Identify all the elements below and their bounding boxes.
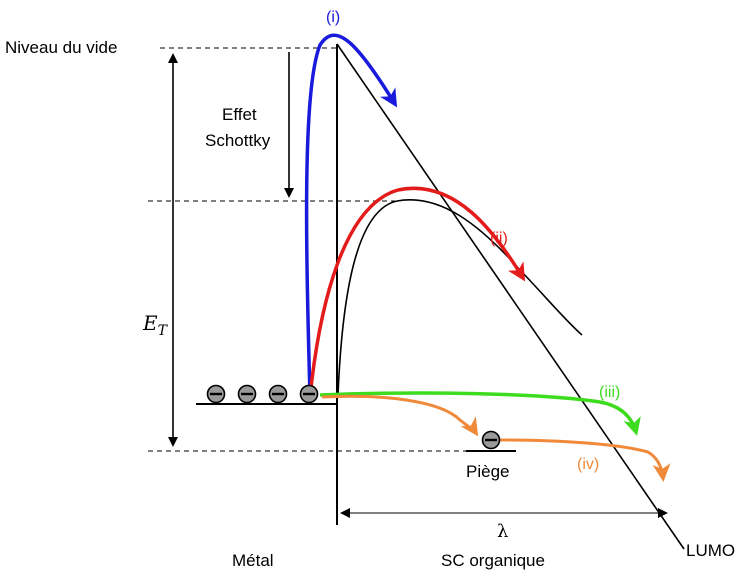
- schottky-label-line1: Effet: [222, 105, 257, 124]
- process-iv-arrow-second: [499, 438, 671, 482]
- trap-label: Piège: [466, 462, 509, 481]
- electron-3: [268, 384, 288, 404]
- process-ii-label: (ii): [490, 230, 508, 247]
- process-iii-arrow: [319, 391, 641, 436]
- metal-label: Métal: [232, 551, 274, 570]
- process-i-label: (i): [326, 9, 340, 26]
- electron-2: [237, 384, 257, 404]
- organic-sc-label: SC organique: [441, 551, 545, 570]
- energy-symbol: ET: [142, 311, 169, 339]
- lumo-label: LUMO: [686, 541, 735, 560]
- process-ii-arrow: [308, 186, 526, 398]
- lowered-barrier-curve: [337, 199, 583, 396]
- trapped-electron: [481, 430, 501, 450]
- electron-4: [299, 384, 319, 404]
- process-i-arrow: [304, 33, 398, 398]
- vacuum-level-label: Niveau du vide: [5, 38, 117, 57]
- process-iv-arrow-first: [321, 394, 479, 437]
- process-iii-label: (iii): [599, 384, 620, 401]
- electron-1: [206, 384, 226, 404]
- process-iv-label: (iv): [577, 456, 599, 473]
- lumo-straight-band: [336, 43, 685, 550]
- schottky-label-line2: Schottky: [205, 131, 271, 150]
- lambda-label: λ: [497, 521, 508, 542]
